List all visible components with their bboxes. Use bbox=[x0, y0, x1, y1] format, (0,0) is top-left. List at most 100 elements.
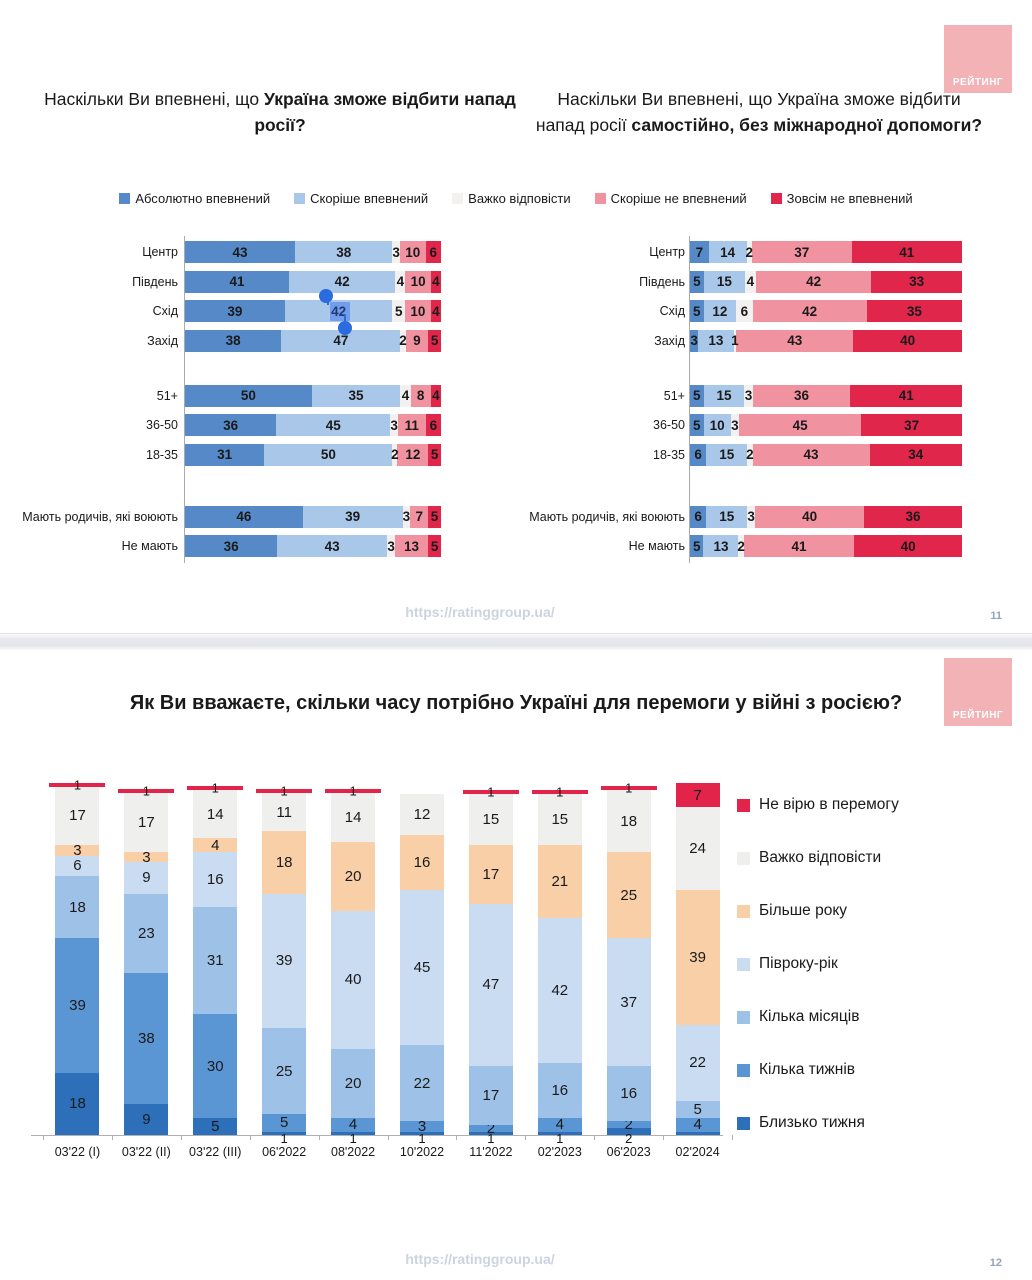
bar-segment: 5 bbox=[428, 535, 441, 557]
column-segment: 18 bbox=[55, 1072, 100, 1135]
column-cell: 1 3 22 45 16 12 bbox=[388, 780, 457, 1145]
column-value: 17 bbox=[482, 1086, 500, 1104]
category-label: 18-35 bbox=[146, 447, 178, 462]
bar-value: 37 bbox=[794, 244, 810, 260]
bar-segment: 5 bbox=[392, 300, 406, 322]
bar-segment: 13 bbox=[698, 329, 734, 352]
x-axis-tick bbox=[663, 1135, 665, 1140]
bar-segment: 6 bbox=[690, 443, 707, 466]
legend-label: Близько тижня bbox=[759, 1114, 865, 1131]
bar-segment: 15 bbox=[703, 384, 745, 407]
bar-segment: 40 bbox=[853, 329, 962, 352]
bar-value: 37 bbox=[904, 417, 920, 433]
chart-row: Схід 39 42 5 10 4 bbox=[20, 300, 441, 322]
bar-segment: 5 bbox=[428, 329, 441, 352]
column-segment: 6 bbox=[55, 855, 100, 877]
bar-segment: 37 bbox=[751, 241, 852, 263]
bar-segment: 35 bbox=[866, 300, 962, 322]
bar-segment: 15 bbox=[703, 270, 745, 293]
stacked-bar: 5 15 3 36 41 bbox=[690, 384, 962, 407]
stacked-column: 18 39 18 6 3 17 1 bbox=[49, 778, 106, 1135]
chart-row: Центр 43 38 3 10 6 bbox=[20, 241, 441, 263]
bar-segment: 50 bbox=[264, 443, 393, 466]
bar-value: 3 bbox=[731, 417, 739, 433]
bar-value: 6 bbox=[429, 417, 438, 433]
group-spacer bbox=[20, 473, 441, 506]
bar-value: 41 bbox=[898, 388, 914, 403]
legend-label: Більше року bbox=[759, 902, 848, 919]
footer-url[interactable]: https://ratinggroup.ua/ bbox=[405, 1251, 555, 1267]
stacked-column: 1 3 22 45 16 12 bbox=[399, 793, 444, 1145]
bar-value: 2 bbox=[745, 244, 753, 260]
category-label: Південь bbox=[132, 274, 178, 289]
category-label: 18-35 bbox=[653, 447, 685, 462]
column-segment: 2 bbox=[606, 1117, 651, 1132]
chart-row: 51+ 5 15 3 36 41 bbox=[525, 384, 962, 407]
bar-segment: 36 bbox=[752, 384, 851, 407]
category-label: 51+ bbox=[663, 388, 685, 403]
bar-segment: 3 bbox=[390, 414, 398, 436]
column-value: 1 bbox=[280, 1131, 288, 1146]
x-axis-label: 08'2022 bbox=[331, 1145, 376, 1159]
legend-item: Абсолютно впевнений bbox=[119, 191, 270, 206]
bar-segment: 47 bbox=[281, 329, 401, 352]
column-value: 39 bbox=[689, 948, 706, 966]
stacked-bar: 5 15 4 42 33 bbox=[690, 270, 962, 293]
bar-segment: 41 bbox=[743, 535, 855, 557]
column-value: 22 bbox=[413, 1074, 431, 1092]
bar-segment: 1 bbox=[731, 329, 739, 352]
bar-segment: 9 bbox=[405, 329, 429, 352]
column-value: 42 bbox=[551, 981, 569, 999]
column-value: 18 bbox=[69, 898, 86, 916]
bar-value: 42 bbox=[334, 274, 350, 289]
text-selection-handle-end[interactable] bbox=[338, 321, 352, 335]
title-normal: Наскільки Ви впевнені, що Україна зможе … bbox=[535, 89, 961, 135]
legend-item: Кілька тижнів bbox=[737, 1061, 899, 1079]
bar-segment: 38 bbox=[295, 241, 393, 263]
bar-value: 5 bbox=[430, 538, 439, 554]
bar-segment: 36 bbox=[185, 535, 278, 557]
bar-value: 10 bbox=[410, 274, 426, 289]
column-value: 17 bbox=[482, 866, 500, 884]
column-segment: 2 bbox=[606, 1128, 651, 1145]
column-value: 1 bbox=[211, 780, 219, 796]
category-label: Захід bbox=[147, 333, 178, 348]
logo-text: РЕЙТИНГ bbox=[952, 77, 1004, 88]
category-label: Центр bbox=[142, 245, 178, 259]
category-label: Не мають bbox=[121, 539, 178, 553]
column-value: 1 bbox=[280, 783, 288, 799]
bar-segment: 12 bbox=[703, 300, 737, 322]
column-segment: 18 bbox=[262, 831, 307, 894]
bar-value: 45 bbox=[792, 417, 808, 433]
bar-segment: 3 bbox=[744, 384, 753, 407]
bar-value: 31 bbox=[217, 447, 233, 462]
bar-value: 40 bbox=[900, 333, 916, 348]
column-value: 20 bbox=[344, 867, 362, 885]
bar-value: 10 bbox=[405, 244, 421, 260]
stacked-column: 2 2 16 37 25 18 1 bbox=[600, 782, 657, 1145]
category-label: 51+ bbox=[156, 388, 178, 403]
bar-value: 36 bbox=[223, 538, 239, 554]
x-axis-label: 03'22 (II) bbox=[121, 1145, 171, 1159]
footer-url[interactable]: https://ratinggroup.ua/ bbox=[405, 604, 555, 620]
bar-value: 35 bbox=[906, 303, 922, 319]
bar-value: 47 bbox=[333, 333, 349, 348]
x-axis-label: 10'2022 bbox=[399, 1145, 445, 1159]
bar-segment: 41 bbox=[851, 241, 962, 263]
chart-row: 18-35 6 15 2 43 34 bbox=[525, 443, 962, 466]
page-number: 12 bbox=[989, 1257, 1002, 1269]
text-selection-handle-start[interactable] bbox=[319, 289, 333, 303]
legend-item: Не вірю в перемогу bbox=[737, 796, 899, 814]
column-segment: 16 bbox=[399, 834, 444, 891]
bar-value: 5 bbox=[693, 274, 701, 289]
group-spacer bbox=[525, 359, 962, 385]
column-cell: 5 30 31 16 4 14 1 bbox=[181, 780, 250, 1135]
bar-segment: 36 bbox=[864, 505, 962, 528]
column-value: 1 bbox=[418, 1131, 426, 1146]
bar-value: 40 bbox=[900, 538, 916, 554]
stacked-bar: 5 13 2 41 40 bbox=[690, 535, 962, 557]
bar-value: 5 bbox=[430, 447, 439, 462]
bar-segment: 33 bbox=[871, 270, 962, 293]
column-cell: 9 38 23 9 3 17 1 bbox=[112, 780, 181, 1135]
